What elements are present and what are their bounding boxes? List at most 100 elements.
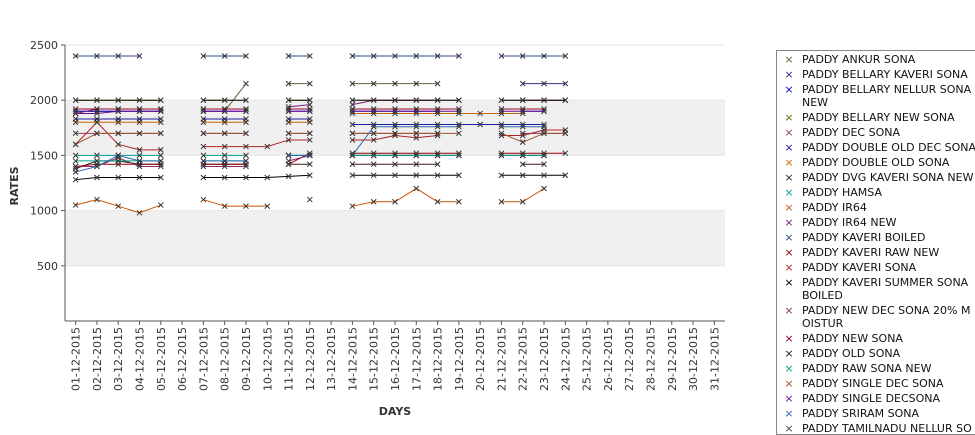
grid-band <box>65 210 725 266</box>
legend-label: PADDY SINGLE DEC SONA <box>802 377 944 390</box>
data-point <box>136 97 143 104</box>
series-21 <box>72 123 547 175</box>
data-point <box>413 121 420 128</box>
data-point <box>306 161 313 168</box>
data-point <box>243 174 249 181</box>
data-point <box>541 130 547 137</box>
data-point <box>200 108 207 115</box>
data-point <box>541 121 547 128</box>
data-point <box>541 150 547 157</box>
data-point <box>370 152 377 159</box>
data-point <box>413 185 420 192</box>
data-point <box>434 161 441 168</box>
data-point <box>456 121 462 128</box>
data-point <box>498 152 505 159</box>
data-point <box>392 97 398 104</box>
data-point <box>498 150 505 157</box>
data-point <box>456 130 462 137</box>
data-point <box>519 161 526 168</box>
data-point <box>200 97 207 104</box>
series-14 <box>72 172 569 183</box>
data-point <box>221 53 228 59</box>
legend-label: PADDY BELLARY NELLUR SONA NEW <box>802 83 972 109</box>
legend-label: PADDY KAVERI SONA <box>802 261 917 274</box>
data-point <box>434 53 441 59</box>
data-point <box>285 130 292 137</box>
legend-marker-icon: × <box>784 68 794 81</box>
series-17 <box>72 97 569 104</box>
data-point <box>349 172 356 179</box>
data-point <box>72 202 79 208</box>
data-point <box>243 163 249 170</box>
data-point <box>243 97 249 104</box>
series-line <box>352 126 459 156</box>
data-point <box>157 119 164 126</box>
data-point <box>306 80 313 87</box>
series-line <box>203 199 268 207</box>
x-tick-label: 22-12-2015 <box>517 327 530 391</box>
series-9 <box>72 185 547 216</box>
data-point <box>94 97 100 104</box>
legend-marker-icon: × <box>784 201 794 214</box>
data-point <box>221 97 228 104</box>
data-point <box>349 80 356 87</box>
data-point <box>370 123 377 130</box>
series-20 <box>72 108 547 117</box>
data-point <box>541 123 547 130</box>
data-point <box>221 152 228 159</box>
legend-marker-icon: × <box>784 141 794 154</box>
data-point <box>157 158 164 164</box>
data-point <box>285 152 292 159</box>
legend-marker-icon: × <box>784 231 794 244</box>
data-point <box>136 106 143 112</box>
data-point <box>200 143 207 150</box>
series-line <box>288 154 310 162</box>
data-point <box>498 123 505 130</box>
data-point <box>413 110 420 117</box>
data-point <box>498 121 505 128</box>
legend-marker-icon: × <box>784 126 794 139</box>
data-point <box>413 97 420 104</box>
data-point <box>519 121 526 128</box>
data-point <box>221 143 228 150</box>
data-point <box>498 130 505 137</box>
x-tick-label: 11-12-2015 <box>283 327 296 391</box>
legend-label: PADDY RAW SONA NEW <box>802 362 932 375</box>
y-tick-label: 1500 <box>30 149 58 162</box>
data-point <box>349 110 356 117</box>
data-point <box>413 130 420 137</box>
data-point <box>349 152 356 159</box>
legend-marker-icon: × <box>784 377 794 390</box>
data-point <box>519 139 526 146</box>
data-point <box>72 53 79 59</box>
legend-label: PADDY HAMSA <box>802 186 883 199</box>
data-point <box>392 53 398 59</box>
data-point <box>157 130 164 137</box>
series-line <box>352 187 459 207</box>
legend-marker-icon: × <box>784 304 794 317</box>
data-point <box>94 158 100 164</box>
series-line <box>203 174 310 178</box>
data-point <box>94 53 100 59</box>
data-point <box>434 110 441 117</box>
data-point <box>413 123 420 130</box>
data-point <box>285 108 292 115</box>
data-point <box>243 80 249 87</box>
data-point <box>200 196 207 203</box>
legend-label: PADDY KAVERI BOILED <box>802 231 926 244</box>
data-point <box>498 97 505 104</box>
x-tick-label: 30-12-2015 <box>687 327 700 391</box>
data-point <box>306 119 313 126</box>
data-point <box>392 123 398 130</box>
data-point <box>243 106 249 112</box>
data-point <box>285 173 292 180</box>
x-tick-label: 01-12-2015 <box>70 327 83 391</box>
data-point <box>72 130 79 137</box>
series-line <box>203 139 310 148</box>
data-point <box>221 108 228 115</box>
x-tick-label: 08-12-2015 <box>219 327 232 391</box>
axes <box>61 44 725 325</box>
series-line <box>501 188 545 203</box>
data-point <box>456 198 462 205</box>
data-point <box>541 53 547 59</box>
